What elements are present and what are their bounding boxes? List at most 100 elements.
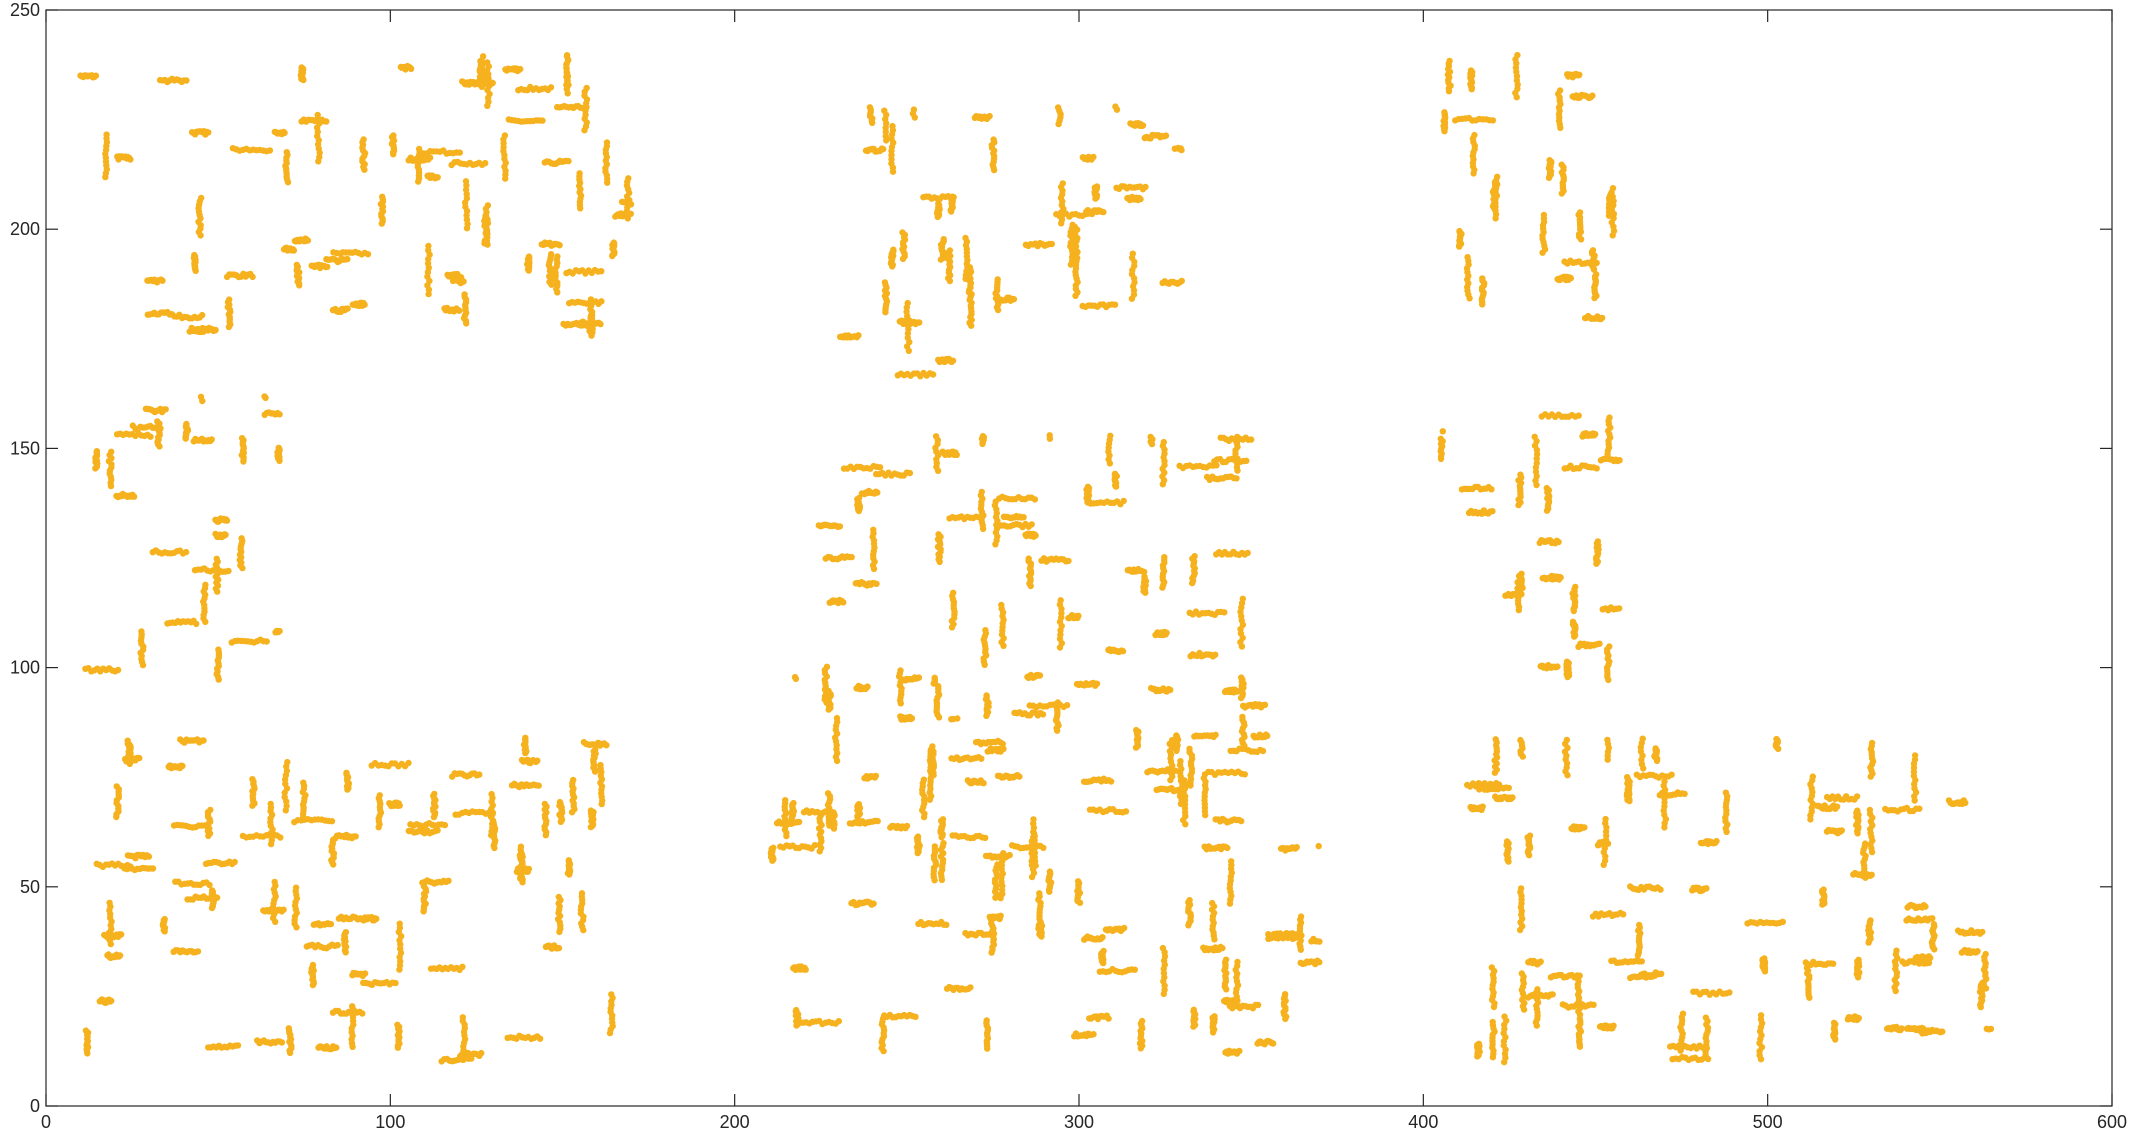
data-point	[226, 296, 233, 303]
data-point	[1270, 1040, 1277, 1047]
data-point	[147, 433, 154, 440]
data-point	[426, 154, 434, 161]
data-point	[940, 840, 947, 847]
data-point	[1178, 277, 1186, 285]
data-point	[870, 526, 877, 533]
data-point	[962, 234, 969, 242]
data-point	[1030, 816, 1037, 823]
data-point	[1084, 483, 1092, 490]
data-point	[183, 420, 190, 428]
data-point	[1016, 773, 1023, 780]
data-point	[1112, 103, 1119, 110]
data-point	[603, 742, 610, 749]
data-point	[929, 743, 936, 750]
data-point	[161, 915, 168, 923]
data-point	[872, 772, 880, 780]
data-point	[906, 469, 914, 477]
data-point	[1054, 104, 1062, 111]
data-point	[276, 627, 283, 635]
data-point	[1540, 211, 1548, 219]
data-point	[159, 277, 166, 284]
data-point	[364, 251, 372, 258]
data-point	[284, 758, 291, 766]
data-point	[943, 921, 950, 928]
data-point	[198, 194, 205, 202]
data-point	[793, 1006, 800, 1014]
data-point	[1576, 71, 1583, 79]
data-point	[231, 858, 238, 866]
data-point	[183, 77, 190, 84]
data-point	[103, 131, 110, 138]
data-point	[197, 393, 205, 400]
data-point	[459, 963, 466, 970]
data-point	[525, 865, 533, 873]
data-point	[578, 890, 586, 897]
data-point	[108, 448, 115, 455]
data-point	[1212, 651, 1219, 658]
data-point	[138, 628, 145, 635]
data-point	[352, 833, 359, 840]
data-point	[1291, 934, 1299, 942]
data-point	[587, 807, 595, 814]
data-point	[1228, 858, 1235, 865]
data-point	[1131, 966, 1139, 973]
data-point	[1558, 161, 1565, 168]
data-point	[1065, 557, 1072, 565]
data-point	[1297, 913, 1305, 920]
data-point	[833, 714, 841, 722]
data-point	[1211, 1013, 1218, 1020]
data-point	[276, 411, 283, 418]
data-point	[1543, 484, 1551, 492]
data-point	[277, 834, 284, 841]
data-point	[1489, 117, 1497, 124]
data-point	[114, 666, 122, 674]
data-point	[1167, 686, 1174, 694]
data-point	[1161, 554, 1168, 561]
data-point	[1224, 844, 1231, 852]
data-point	[541, 800, 548, 808]
data-point	[1141, 568, 1148, 576]
data-point	[929, 371, 937, 378]
data-point	[1439, 428, 1447, 435]
data-point	[565, 857, 572, 864]
data-point	[978, 755, 985, 762]
data-point	[904, 299, 911, 307]
data-point	[1563, 658, 1571, 665]
data-point	[1316, 959, 1323, 966]
data-point	[441, 821, 449, 829]
data-point	[379, 193, 386, 200]
data-point	[534, 757, 541, 764]
data-point	[610, 239, 617, 246]
data-point	[501, 132, 509, 139]
data-point	[908, 715, 916, 722]
data-point	[462, 178, 470, 185]
data-point	[482, 159, 489, 167]
data-point	[456, 307, 463, 314]
data-point	[1606, 643, 1613, 650]
data-point	[576, 170, 583, 177]
data-point	[1515, 572, 1523, 580]
data-point	[876, 464, 884, 471]
data-point	[1254, 1001, 1262, 1009]
data-point	[361, 970, 369, 977]
data-point	[275, 444, 282, 451]
data-point	[1248, 436, 1255, 443]
data-point	[456, 149, 463, 156]
data-point	[1093, 680, 1101, 687]
data-point	[1479, 275, 1486, 282]
data-point	[207, 806, 214, 814]
data-point	[222, 531, 229, 538]
data-point	[835, 1018, 842, 1025]
data-point	[415, 145, 423, 153]
data-point	[1099, 934, 1106, 941]
data-point	[946, 247, 954, 254]
data-point	[1557, 574, 1564, 581]
data-point	[1122, 808, 1130, 815]
data-point	[1121, 924, 1128, 932]
data-point	[999, 740, 1006, 748]
data-point	[1190, 1006, 1198, 1013]
data-point	[1191, 553, 1198, 560]
data-point	[1039, 711, 1047, 718]
data-point	[597, 320, 604, 328]
data-point	[1138, 1017, 1146, 1025]
